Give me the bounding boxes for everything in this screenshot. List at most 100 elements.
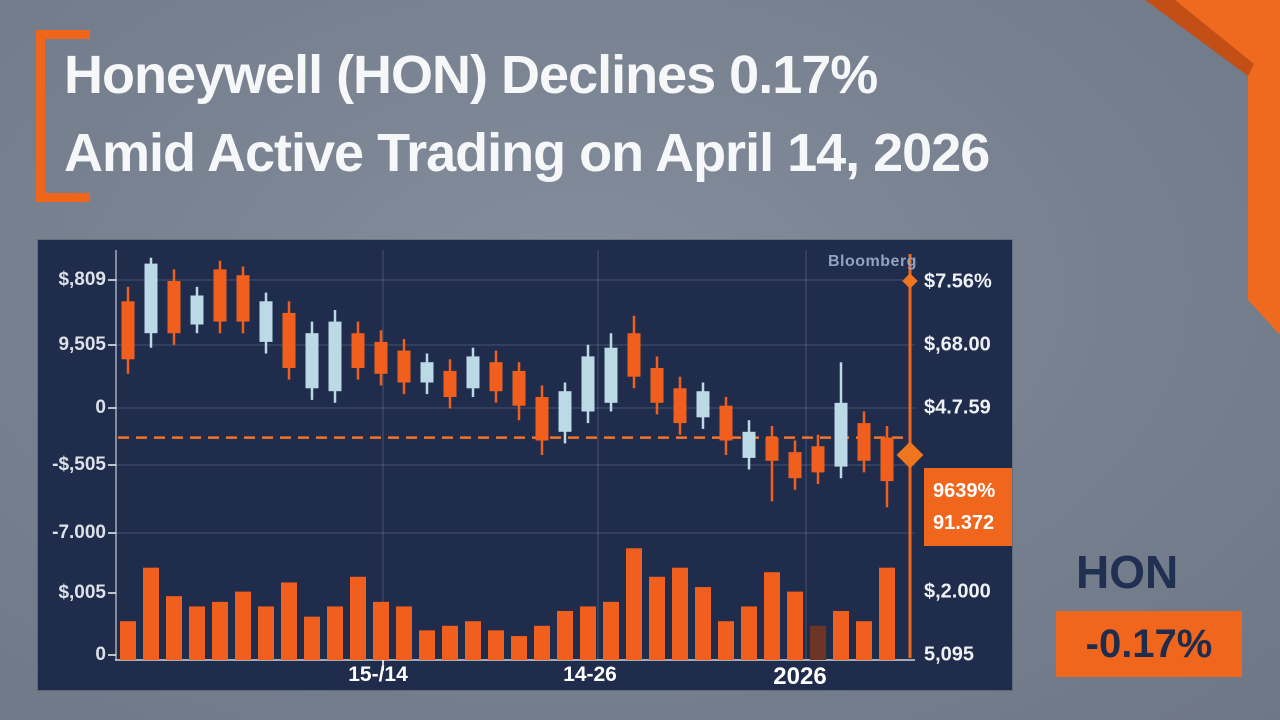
- volume-bar: [235, 591, 251, 660]
- volume-bar: [741, 606, 757, 660]
- headline-line-1: Honeywell (HON) Declines 0.17%: [64, 45, 878, 105]
- candle: [466, 347, 480, 397]
- volume-bar: [649, 576, 665, 660]
- candle: [351, 321, 365, 380]
- candle: [236, 266, 250, 334]
- volume-bar: [143, 567, 159, 660]
- candle: [282, 301, 296, 380]
- y-axis-label: 9,505: [58, 334, 106, 355]
- volume-bar: [764, 572, 780, 660]
- candle: [581, 344, 595, 424]
- candle: [834, 362, 848, 479]
- headline-bracket: [36, 30, 90, 202]
- candle: [305, 321, 319, 400]
- volume-bar: [373, 601, 389, 660]
- volume-bar: [419, 630, 435, 660]
- candle: [328, 310, 342, 403]
- candle: [190, 286, 204, 334]
- volume-bar: [442, 625, 458, 660]
- candle: [627, 315, 641, 389]
- volume-bar: [327, 606, 343, 660]
- right-axis-label: $,2.000: [924, 580, 991, 603]
- volume-bar: [396, 606, 412, 660]
- headline-line-2: Amid Active Trading on April 14, 2026: [64, 123, 990, 183]
- volume-bar: [856, 621, 872, 660]
- volume-bar: [304, 616, 320, 660]
- candle: [167, 269, 181, 345]
- headline: Honeywell (HON) Declines 0.17% Amid Acti…: [64, 36, 990, 192]
- corner-accent-shape: [1145, 0, 1280, 335]
- volume-bar: [120, 621, 136, 660]
- volume-axis-label: $,005: [58, 582, 106, 603]
- candlestick-chart: [108, 250, 924, 671]
- x-axis-label: 14-26: [563, 663, 617, 686]
- volume-bar: [695, 587, 711, 660]
- candle: [512, 362, 526, 421]
- corner-accent-main: [1145, 0, 1280, 335]
- candle: [604, 333, 618, 412]
- candle: [397, 339, 411, 395]
- candle: [443, 359, 457, 409]
- brand-watermark: Bloomberg: [828, 253, 917, 270]
- candle: [857, 411, 871, 473]
- y-axis-label: -7.000: [52, 522, 106, 543]
- volume-bar: [189, 606, 205, 660]
- volume-bars: [120, 548, 895, 660]
- volume-bar: [465, 621, 481, 660]
- volume-bar: [833, 610, 849, 660]
- candle: [259, 292, 273, 354]
- volume-bar: [603, 601, 619, 660]
- candle: [650, 356, 664, 415]
- right-axis-label: $,68.00: [924, 333, 991, 356]
- volume-bar: [534, 625, 550, 660]
- right-axis-label: $4.7.59: [924, 396, 991, 419]
- corner-accent-shadow: [1145, 0, 1254, 76]
- candle: [765, 426, 779, 502]
- candle: [121, 286, 135, 374]
- candle: [811, 434, 825, 484]
- volume-bar: [580, 606, 596, 660]
- change-percent-value: -0.17%: [1085, 621, 1213, 666]
- candle: [535, 385, 549, 455]
- volume-bar: [488, 630, 504, 660]
- diamond-marker: [896, 441, 924, 469]
- candle: [213, 260, 227, 334]
- x-axis-label: 15-/14: [348, 663, 408, 686]
- volume-bar: [212, 601, 228, 660]
- x-axis-label: 2026: [773, 663, 827, 690]
- volume-bar: [166, 596, 182, 660]
- candle: [144, 257, 158, 348]
- volume-bar: [350, 576, 366, 660]
- last-price-badge: 9639% 91.372: [924, 468, 1012, 546]
- ticker-symbol: HON: [1076, 546, 1179, 598]
- candle: [788, 440, 802, 490]
- candle: [742, 420, 756, 470]
- right-axis-label: 5,095: [924, 643, 975, 666]
- volume-bar: [672, 567, 688, 660]
- volume-bar: [557, 610, 573, 660]
- diamond-marker: [902, 273, 918, 289]
- volume-bar: [258, 606, 274, 660]
- last-price-badge-line-1: 9639%: [933, 480, 996, 502]
- candle: [696, 382, 710, 429]
- y-axis-label: -$,505: [52, 454, 106, 475]
- candle: [374, 330, 388, 386]
- volume-bar: [718, 621, 734, 660]
- candle: [719, 397, 733, 455]
- volume-bar: [879, 567, 895, 660]
- y-axis-label: $,809: [58, 269, 106, 290]
- y-axis-label: 0: [95, 397, 106, 418]
- volume-bar: [810, 625, 826, 660]
- change-percent-badge: -0.17%: [1056, 611, 1242, 677]
- candle: [673, 376, 687, 435]
- volume-bar: [281, 582, 297, 660]
- volume-bar: [511, 636, 527, 660]
- last-price-badge-line-2: 91.372: [933, 512, 995, 534]
- candle: [489, 350, 503, 403]
- candle: [420, 353, 434, 395]
- candle: [880, 426, 894, 508]
- volume-bar: [626, 548, 642, 660]
- chart-panel: Bloomberg $,809 9,505 0 -$,505 -7.000 $,…: [38, 240, 1012, 690]
- volume-axis-label: 0: [95, 644, 106, 665]
